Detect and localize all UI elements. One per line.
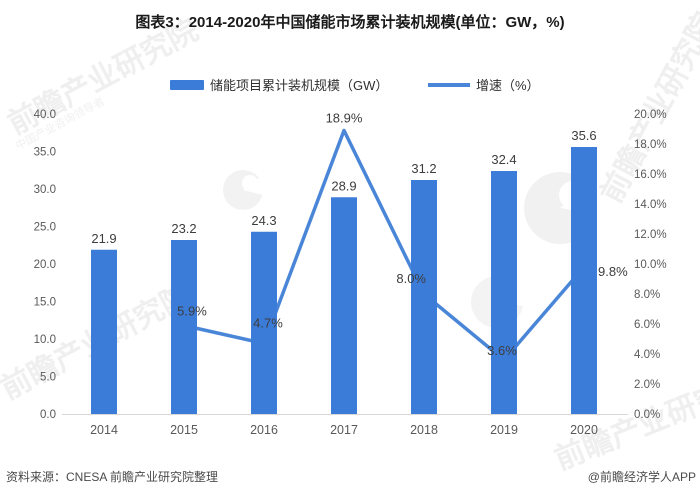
bar-value-labels: 21.9 23.2 24.3 28.9 31.2 32.4 35.6 bbox=[91, 128, 596, 246]
legend-line-label: 增速（%） bbox=[476, 78, 540, 93]
line-value-label: 3.6% bbox=[487, 343, 517, 358]
bar-2015 bbox=[171, 240, 197, 414]
legend-bar-label: 储能项目累计装机规模（GW） bbox=[210, 78, 388, 93]
x-axis-tick-label: 2020 bbox=[570, 423, 598, 437]
line-value-label: 18.9% bbox=[326, 111, 363, 126]
right-axis-tick-label: 4.0% bbox=[634, 349, 660, 361]
bar-value-label: 31.2 bbox=[411, 161, 436, 176]
bar-value-label: 24.3 bbox=[251, 213, 276, 228]
bar-value-label: 28.9 bbox=[331, 178, 356, 193]
left-axis-tick-label: 20.0 bbox=[34, 259, 56, 271]
line-value-label: 9.8% bbox=[598, 264, 628, 279]
bar-series bbox=[91, 147, 597, 414]
right-axis-tick-label: 6.0% bbox=[634, 319, 660, 331]
x-axis-tick-label: 2018 bbox=[410, 423, 438, 437]
right-axis-tick-label: 8.0% bbox=[634, 289, 660, 301]
right-axis-tick-label: 0.0% bbox=[634, 409, 660, 421]
chart-title: 图表3：2014-2020年中国储能市场累计装机规模(单位：GW，%) bbox=[135, 13, 564, 31]
credit-note: @前瞻经济学人APP bbox=[588, 469, 696, 484]
right-axis-tick-label: 16.0% bbox=[634, 169, 667, 181]
bar-value-label: 21.9 bbox=[91, 231, 116, 246]
right-axis-tick-label: 12.0% bbox=[634, 229, 667, 241]
bar-2018 bbox=[411, 180, 437, 414]
right-axis-ticks: 0.0% 2.0% 4.0% 6.0% 8.0% 10.0% 12.0% 14.0% 16.0%… bbox=[634, 109, 667, 421]
bar-value-label: 32.4 bbox=[491, 152, 516, 167]
line-value-label: 5.9% bbox=[177, 304, 207, 319]
x-axis-tick-label: 2014 bbox=[90, 423, 118, 437]
right-axis-tick-label: 10.0% bbox=[634, 259, 667, 271]
legend: 储能项目累计装机规模（GW） 增速（%） bbox=[170, 78, 540, 93]
bar-value-label: 23.2 bbox=[171, 221, 196, 236]
right-axis-tick-label: 18.0% bbox=[634, 139, 667, 151]
growth-line-path bbox=[182, 128, 586, 362]
left-axis-tick-label: 35.0 bbox=[34, 147, 56, 159]
x-axis-tick-label: 2017 bbox=[330, 423, 358, 437]
bar-2019 bbox=[491, 171, 517, 414]
bar-value-label: 35.6 bbox=[571, 128, 596, 143]
legend-bar-swatch-icon bbox=[170, 80, 204, 90]
x-axis-ticks: 2014 2015 2016 2017 2018 2019 2020 bbox=[90, 423, 598, 437]
left-axis-tick-label: 15.0 bbox=[34, 297, 56, 309]
left-axis-tick-label: 25.0 bbox=[34, 222, 56, 234]
right-axis-tick-label: 2.0% bbox=[634, 379, 660, 391]
watermark-text: 前瞻产业研究院 bbox=[2, 13, 203, 142]
x-axis-tick-label: 2016 bbox=[250, 423, 278, 437]
bar-2014 bbox=[91, 249, 117, 414]
bar-2020 bbox=[571, 147, 597, 414]
source-note: 资料来源：CNESA 前瞻产业研究院整理 bbox=[6, 469, 218, 484]
bar-2016 bbox=[251, 231, 277, 414]
x-axis-tick-label: 2019 bbox=[490, 423, 518, 437]
x-axis-tick-label: 2015 bbox=[170, 423, 198, 437]
line-value-label: 4.7% bbox=[253, 316, 283, 331]
line-value-label: 8.0% bbox=[396, 271, 426, 286]
left-axis-tick-label: 5.0 bbox=[40, 372, 56, 384]
left-axis-tick-label: 30.0 bbox=[34, 184, 56, 196]
left-axis-tick-label: 0.0 bbox=[40, 409, 56, 421]
left-axis-tick-label: 10.0 bbox=[34, 334, 56, 346]
right-axis-tick-label: 14.0% bbox=[634, 199, 667, 211]
left-axis-tick-label: 40.0 bbox=[34, 109, 56, 121]
line-value-labels: 5.9% 4.7% 18.9% 8.0% 3.6% 9.8% bbox=[177, 111, 628, 359]
growth-line-series bbox=[182, 128, 586, 362]
bar-2017 bbox=[331, 197, 357, 414]
right-axis-tick-label: 20.0% bbox=[634, 109, 667, 121]
left-axis-ticks: 0.0 5.0 10.0 15.0 20.0 25.0 30.0 35.0 40.0 bbox=[34, 109, 56, 421]
watermark-logo bbox=[223, 170, 263, 210]
